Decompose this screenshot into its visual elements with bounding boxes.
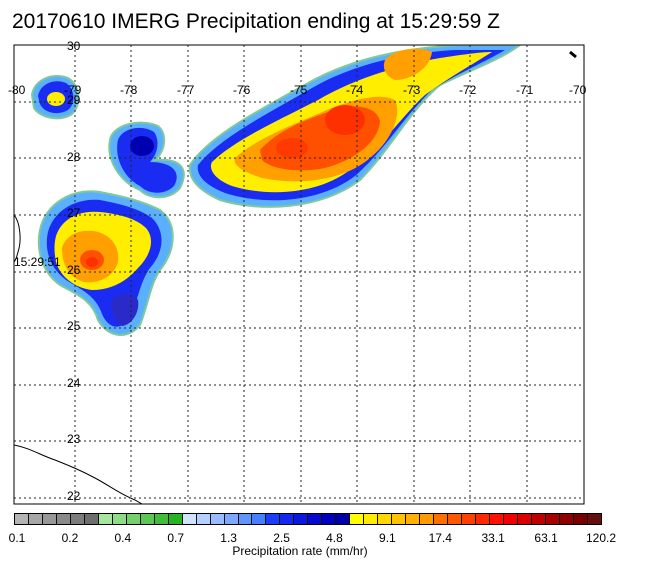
colorbar-swatch (196, 514, 211, 524)
colorbar-swatch (15, 514, 29, 524)
colorbar-swatch (587, 514, 601, 524)
colorbar-swatch (126, 514, 141, 524)
latitude-labels: 30 29 28 27 26 25 24 23 22 (67, 39, 81, 503)
colorbar (14, 513, 602, 525)
lon-label: -74 (346, 83, 364, 97)
colorbar-title: Precipitation rate (mm/hr) (232, 544, 368, 558)
colorbar-swatch (140, 514, 155, 524)
colorbar-label: 0.4 (114, 531, 132, 545)
colorbar-label: 2.5 (273, 531, 290, 545)
colorbar-swatch (364, 514, 379, 524)
colorbar-swatch (336, 514, 351, 524)
colorbar-swatch (154, 514, 169, 524)
lat-label: 24 (67, 376, 81, 390)
colorbar-swatch (545, 514, 560, 524)
colorbar-swatch (406, 514, 421, 524)
colorbar-swatch (489, 514, 504, 524)
lat-label: 22 (67, 489, 81, 503)
colorbar-swatch (517, 514, 532, 524)
colorbar-label: 0.1 (8, 531, 26, 545)
colorbar-swatch (168, 514, 183, 524)
lat-label: 30 (67, 39, 81, 53)
lat-label: 23 (67, 432, 81, 446)
colorbar-label: 9.1 (379, 531, 396, 545)
lon-label: -78 (120, 83, 138, 97)
colorbar-swatch (182, 514, 197, 524)
colorbar-swatch (462, 514, 476, 524)
lat-label: 27 (67, 206, 81, 220)
lat-label: 25 (67, 319, 81, 333)
lon-label: -73 (403, 83, 421, 97)
colorbar-swatch (56, 514, 71, 524)
colorbar-swatch (559, 514, 574, 524)
lon-label: -77 (177, 83, 195, 97)
map-frame (13, 44, 585, 505)
colorbar-swatch (224, 514, 239, 524)
colorbar-swatch (475, 514, 490, 524)
graticule (14, 45, 584, 504)
colorbar-swatch (503, 514, 518, 524)
colorbar-swatch (84, 514, 99, 524)
colorbar-swatch (266, 514, 281, 524)
precip-field (14, 45, 522, 504)
map-title: 20170610 IMERG Precipitation ending at 1… (12, 10, 500, 33)
colorbar-label: 17.4 (428, 531, 452, 545)
colorbar-swatch (531, 514, 546, 524)
colorbar-swatch (308, 514, 323, 524)
orbit-marker (569, 50, 577, 59)
longitude-labels: -80 -79 -78 -77 -76 -75 -74 -73 -72 -71 … (8, 83, 587, 97)
colorbar-label: 4.8 (326, 531, 343, 545)
colorbar-swatch (420, 514, 435, 524)
colorbar-swatch (112, 514, 127, 524)
precipitation-map: -80 -79 -78 -77 -76 -75 -74 -73 -72 -71 … (8, 39, 587, 505)
colorbar-swatch (210, 514, 225, 524)
colorbar-swatch (434, 514, 449, 524)
lon-label: -70 (569, 83, 587, 97)
lat-label: 29 (67, 93, 81, 107)
colorbar-swatch (573, 514, 588, 524)
colorbar-label: 0.2 (61, 531, 79, 545)
colorbar-swatch (448, 514, 462, 524)
time-marker-label: 15:29:51 (14, 255, 61, 269)
lon-label: -72 (459, 83, 477, 97)
colorbar-swatch (322, 514, 337, 524)
lon-label: -80 (8, 83, 26, 97)
colorbar-swatch (28, 514, 43, 524)
lat-label: 28 (67, 150, 81, 164)
colorbar-swatch (294, 514, 309, 524)
colorbar-swatch (378, 514, 393, 524)
colorbar-label: 0.7 (167, 531, 185, 545)
colorbar-swatch (280, 514, 295, 524)
colorbar-label: 120.2 (585, 531, 617, 545)
colorbar-swatch (350, 514, 365, 524)
colorbar-swatch (252, 514, 267, 524)
colorbar-swatch (98, 514, 113, 524)
colorbar-label: 63.1 (534, 531, 558, 545)
colorbar-label: 33.1 (481, 531, 505, 545)
lon-label: -71 (516, 83, 534, 97)
lat-label: 26 (67, 263, 81, 277)
colorbar-swatch (392, 514, 407, 524)
lon-label: -79 (64, 83, 82, 97)
lon-label: -76 (233, 83, 251, 97)
colorbar-swatch (70, 514, 85, 524)
colorbar-label: 1.3 (220, 531, 237, 545)
lon-label: -75 (290, 83, 308, 97)
colorbar-swatch (238, 514, 253, 524)
colorbar-swatch (42, 514, 57, 524)
